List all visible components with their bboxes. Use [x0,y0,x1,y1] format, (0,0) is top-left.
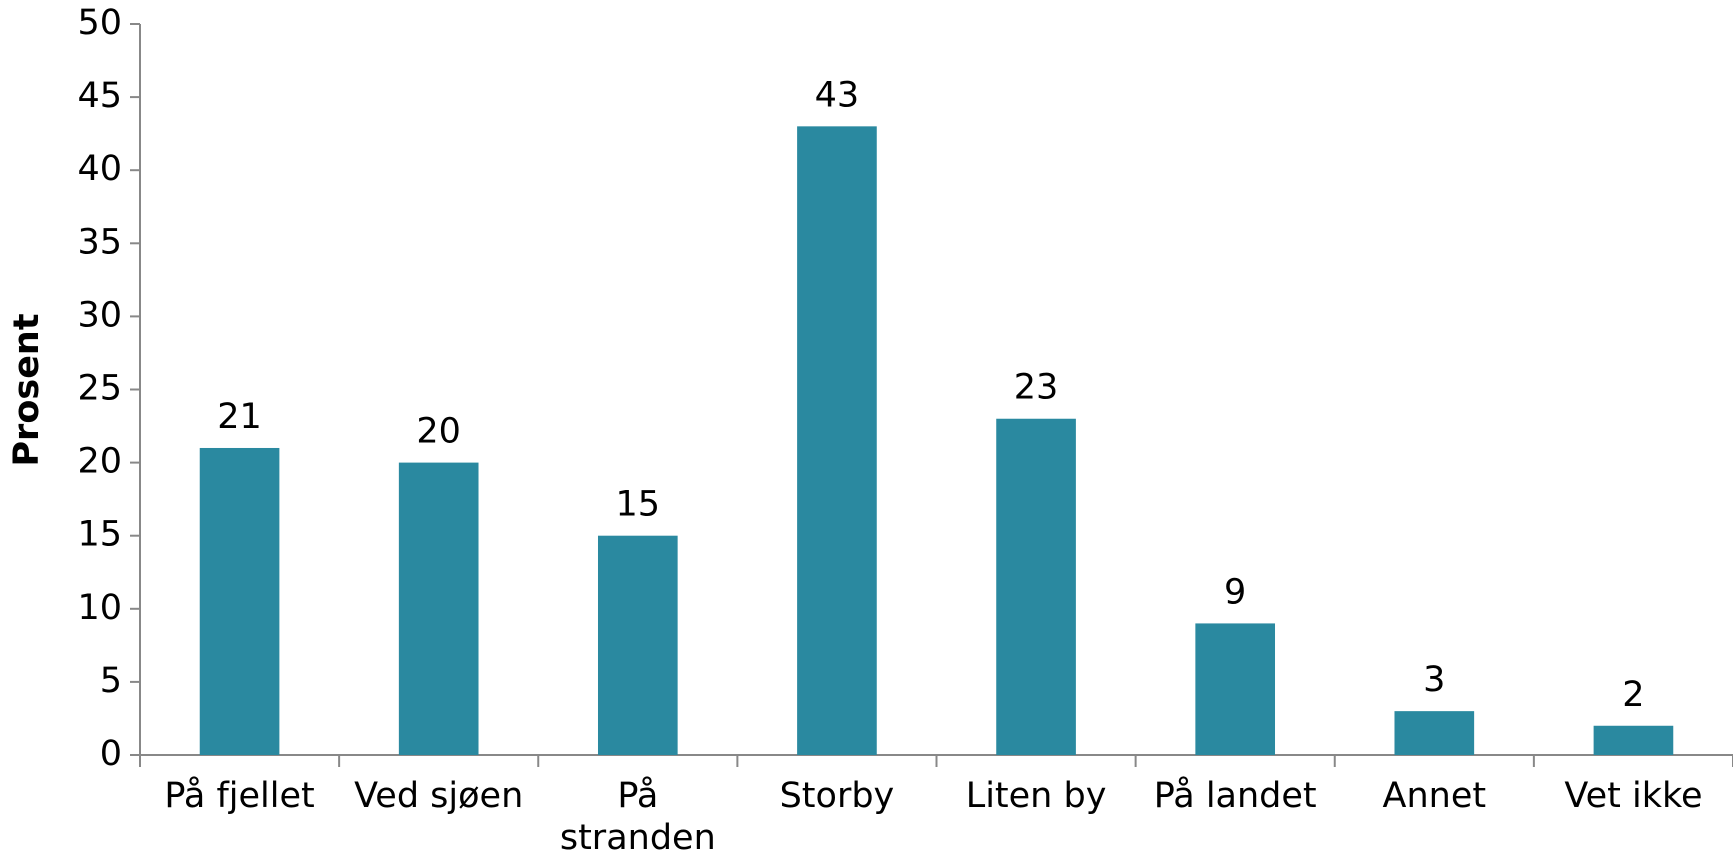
bar [398,462,479,755]
y-tick-label: 20 [77,442,122,482]
x-tick-label: Ved sjøen [354,776,524,816]
data-label: 23 [1014,368,1059,408]
bar [597,535,678,755]
x-tick-label: Storby [779,776,895,816]
x-tick-label: Liten by [965,776,1107,816]
y-tick-label: 10 [77,588,122,628]
y-tick-label: 5 [100,661,122,701]
x-tick-label: På fjellet [164,776,315,816]
data-label: 9 [1224,572,1246,612]
y-tick-label: 25 [77,369,122,409]
bar [1593,725,1674,755]
x-tick-label: Vet ikke [1564,776,1703,816]
y-tick-label: 15 [77,515,122,555]
y-tick-label: 0 [100,734,122,774]
bar [1394,711,1475,755]
bar [797,126,877,756]
bar [199,447,280,755]
data-label: 15 [616,485,661,525]
data-label: 2 [1622,675,1644,715]
y-tick-label: 30 [77,295,122,335]
data-label: 3 [1423,660,1445,700]
y-tick-label: 45 [77,76,122,116]
x-tick-label: På landet [1153,776,1317,816]
y-tick-label: 35 [77,222,122,262]
data-label: 21 [217,397,262,437]
data-label: 43 [815,75,860,115]
x-tick-label: På stranden [559,776,716,858]
bar [1195,623,1276,755]
y-tick-label: 50 [77,3,122,43]
y-axis-title: Prosent [7,313,47,466]
y-tick-label: 40 [77,149,122,189]
bar [996,418,1076,755]
data-label: 20 [416,412,461,452]
x-tick-label: Annet [1382,776,1487,816]
